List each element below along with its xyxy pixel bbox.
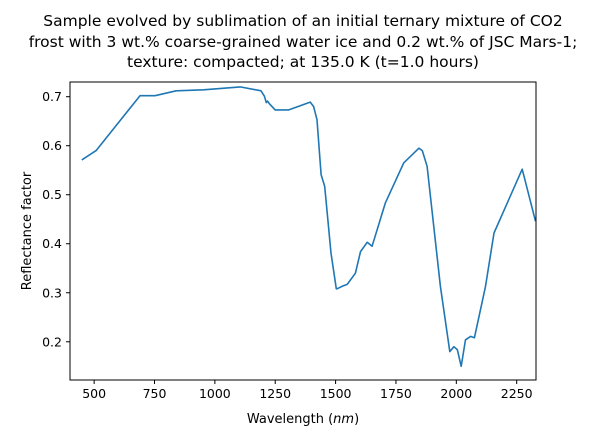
- x-tick-label: 1000: [199, 386, 231, 401]
- y-tick-label: 0.7: [42, 89, 62, 104]
- chart-title-line-3: texture: compacted; at 135.0 K (t=1.0 ho…: [127, 53, 479, 71]
- y-tick-label: 0.2: [42, 334, 62, 349]
- y-tick-label: 0.3: [42, 285, 62, 300]
- x-tick-label: 1500: [320, 386, 352, 401]
- x-axis-label: Wavelength (nm): [247, 412, 359, 427]
- x-tick-label: 750: [143, 386, 167, 401]
- x-tick-label: 1750: [380, 386, 412, 401]
- x-tick-label: 2000: [440, 386, 472, 401]
- chart-title-line-1: Sample evolved by sublimation of an init…: [43, 12, 562, 30]
- y-tick-label: 0.6: [42, 138, 62, 153]
- series-line: [81, 86, 537, 368]
- y-axis-label: Reflectance factor: [20, 171, 35, 290]
- y-tick-label: 0.4: [42, 236, 62, 251]
- y-tick-label: 0.5: [42, 187, 62, 202]
- plot-frame: [69, 81, 537, 381]
- x-tick-label: 500: [82, 386, 106, 401]
- x-tick-label: 2250: [501, 386, 533, 401]
- chart-title-line-2: frost with 3 wt.% coarse-grained water i…: [29, 33, 578, 51]
- x-tick-label: 1250: [259, 386, 291, 401]
